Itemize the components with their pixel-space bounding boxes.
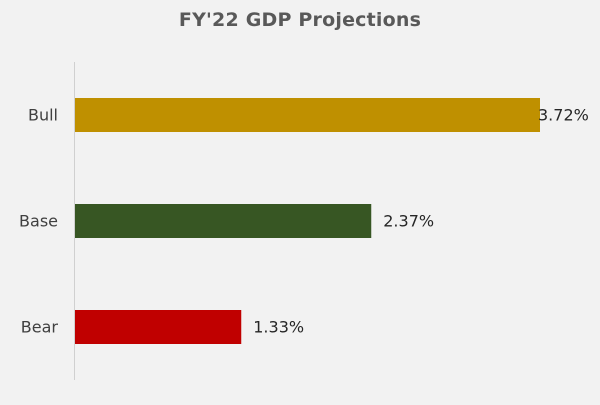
bar-bear: [75, 310, 242, 344]
value-label-bear: 1.33%: [253, 318, 304, 337]
bar-bull: [75, 98, 540, 132]
category-label-bull: Bull: [28, 106, 58, 125]
category-label-base: Base: [19, 212, 58, 231]
bar-base: [75, 204, 372, 238]
category-label-bear: Bear: [21, 318, 59, 337]
value-label-base: 2.37%: [383, 212, 434, 231]
chart-title: FY'22 GDP Projections: [178, 9, 422, 31]
value-label-bull: 3.72%: [538, 106, 589, 125]
